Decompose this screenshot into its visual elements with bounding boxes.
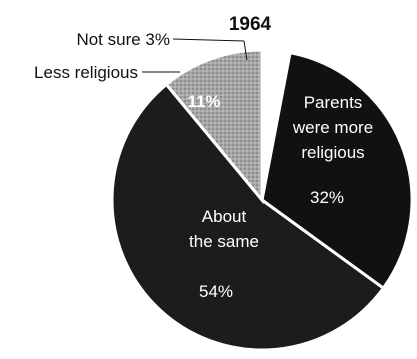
value-same: 54% (199, 282, 233, 301)
leader-not-sure (172, 38, 245, 42)
value-parents: 32% (310, 188, 344, 207)
label-not-sure: Not sure 3% (76, 30, 170, 49)
pie-slices (110, 48, 414, 352)
label-same-2: the same (189, 232, 259, 251)
leader-not-sure-end (243, 40, 248, 61)
slice-about-the-same (110, 82, 386, 352)
label-parents-1: Parents (304, 93, 363, 112)
slice-parents-more-religious (260, 50, 414, 291)
label-same-1: About (202, 207, 247, 226)
label-less-religious: Less religious (34, 63, 138, 82)
label-parents-2: were more (292, 118, 373, 137)
label-parents-3: religious (301, 143, 364, 162)
slice-less-religious (164, 48, 264, 205)
value-less-religious: 11% (187, 92, 220, 111)
chart-title: 1964 (229, 14, 272, 35)
